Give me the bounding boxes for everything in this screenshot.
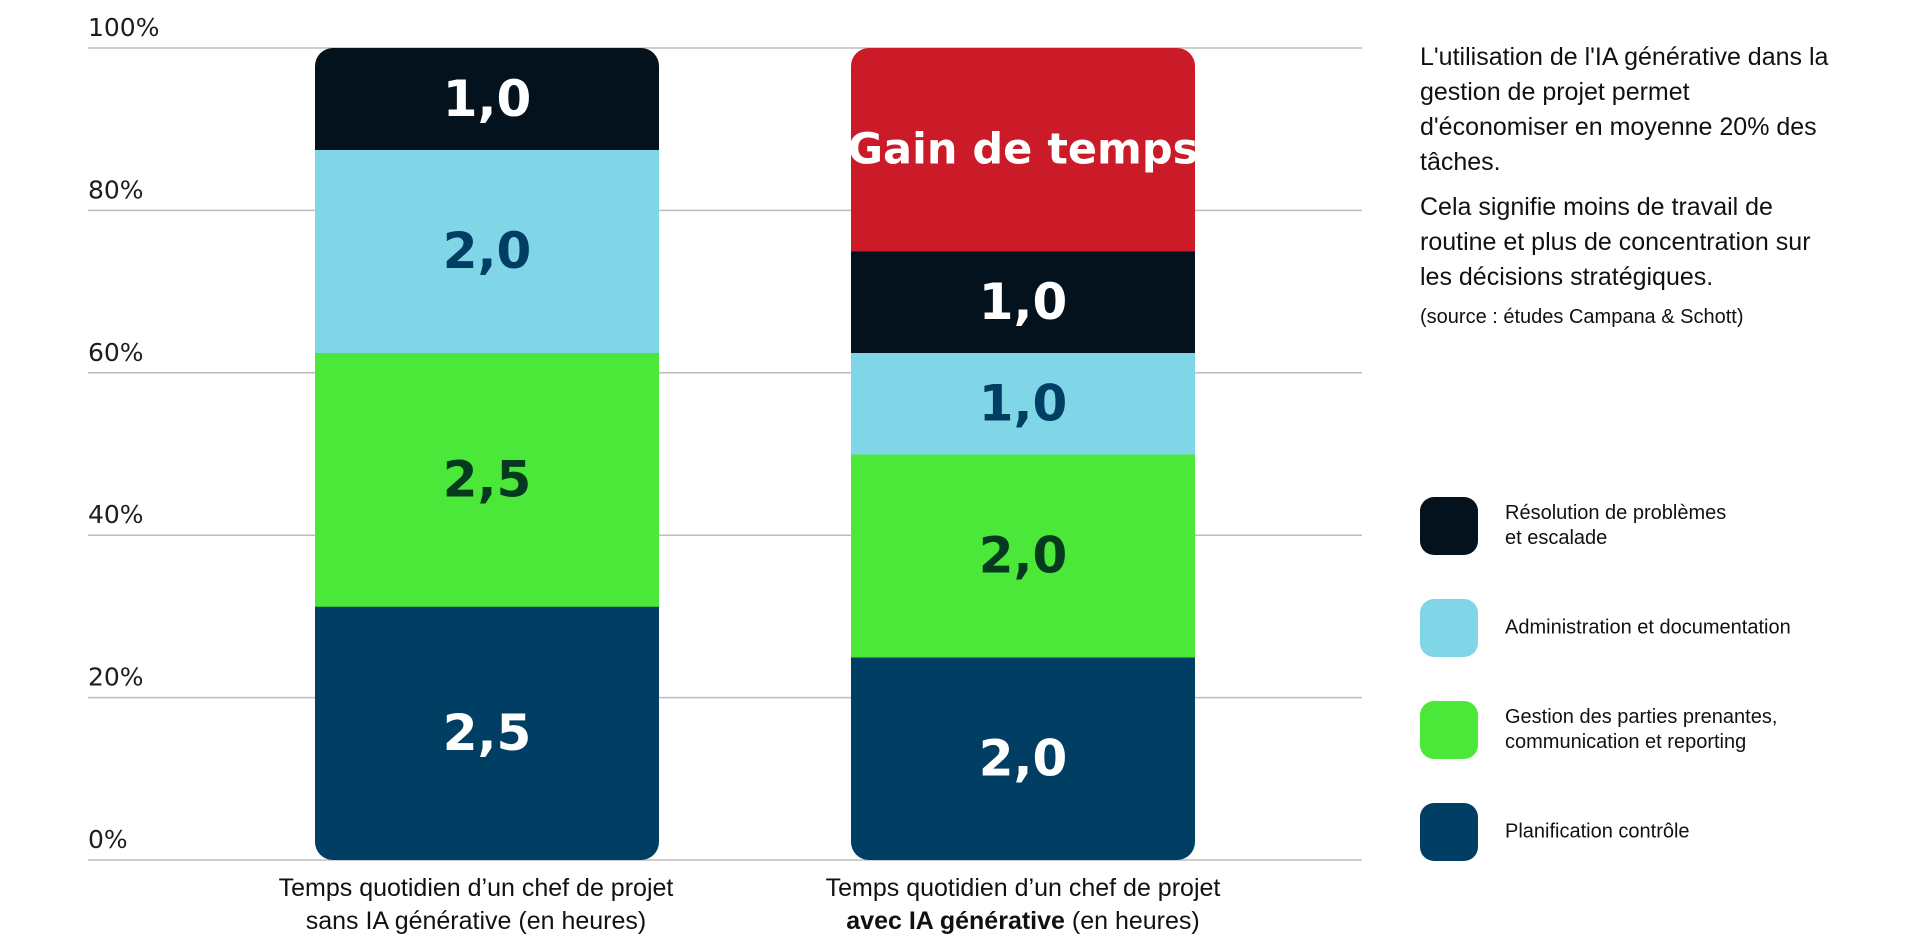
y-tick-label: 80% xyxy=(88,175,144,204)
bar-segment xyxy=(851,251,1195,353)
bar-with-ai xyxy=(851,48,1195,860)
chart-annotation: L'utilisation de l'IA générative dans la… xyxy=(1420,40,1840,341)
segment-value-label: 1,0 xyxy=(979,374,1068,432)
gain-label: Gain de temps xyxy=(848,125,1198,175)
x-category-line1: Temps quotidien d’un chef de projet xyxy=(278,874,674,902)
y-tick-label: 60% xyxy=(88,338,144,367)
y-axis-ticks: 0% 20% 40% 60% 80% 100% xyxy=(88,13,159,854)
y-tick-label: 0% xyxy=(88,825,128,854)
x-category-label-without-ai: Temps quotidien d’un chef de projet sans… xyxy=(216,872,736,938)
segment-value-label: 2,0 xyxy=(979,730,1068,788)
annotation-paragraph-1: L'utilisation de l'IA générative dans la… xyxy=(1420,43,1829,176)
legend-item-stakeholders: Gestion des parties prenantes, communica… xyxy=(1420,701,1880,759)
x-category-label-with-ai: Temps quotidien d’un chef de projet avec… xyxy=(763,872,1283,938)
bar-segment xyxy=(851,454,1195,658)
y-tick-label: 100% xyxy=(88,13,159,42)
x-category-line1: Temps quotidien d’un chef de projet xyxy=(825,874,1221,902)
legend-label: Planification contrôle xyxy=(1505,820,1690,843)
legend-swatch xyxy=(1420,497,1478,555)
bar-segment xyxy=(315,48,659,150)
legend-item-administration: Administration et documentation xyxy=(1420,599,1880,657)
legend-item-planning: Planification contrôle xyxy=(1420,803,1880,861)
legend-label: Gestion des parties prenantes, communica… xyxy=(1505,706,1778,753)
legend-swatch xyxy=(1420,599,1478,657)
bar-segment xyxy=(851,657,1195,860)
bar-segment xyxy=(851,352,1195,455)
legend-label: Administration et documentation xyxy=(1505,616,1791,639)
x-category-line2: avec IA générative (en heures) xyxy=(846,907,1200,935)
y-tick-label: 40% xyxy=(88,500,144,529)
bar-segment xyxy=(315,606,659,860)
bar-segment xyxy=(315,352,659,607)
segment-value-label: 1,0 xyxy=(443,70,532,128)
segment-value-label: 1,0 xyxy=(979,273,1068,331)
y-tick-label: 20% xyxy=(88,663,144,692)
bars xyxy=(315,48,1195,860)
legend-item-resolution: Résolution de problèmes et escalade xyxy=(1420,497,1880,555)
legend-swatch xyxy=(1420,803,1478,861)
gain-segment xyxy=(851,48,1195,252)
annotation-paragraph-2: Cela signifie moins de travail de routin… xyxy=(1420,193,1811,291)
segment-value-label: 2,0 xyxy=(443,222,532,280)
annotation-source: (source : études Campana & Schott) xyxy=(1420,306,1744,328)
bar-segment xyxy=(315,149,659,353)
segment-value-label: 2,5 xyxy=(443,450,532,508)
bar-without-ai xyxy=(315,48,659,860)
bar-labels: 2,5 2,5 2,0 1,0 2,0 2,0 1,0 1,0 Gain de temps xyxy=(443,70,1199,788)
legend-swatch xyxy=(1420,701,1478,759)
segment-value-label: 2,5 xyxy=(443,704,532,762)
segment-value-label: 2,0 xyxy=(979,527,1068,585)
x-category-line2: sans IA générative (en heures) xyxy=(305,907,647,935)
legend-label: Résolution de problèmes et escalade xyxy=(1505,502,1727,549)
